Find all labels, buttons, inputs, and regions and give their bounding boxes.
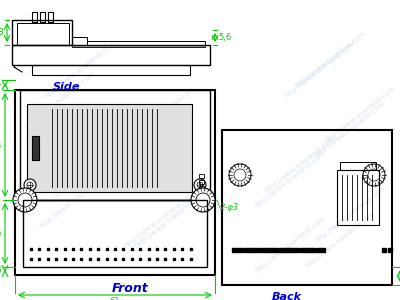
- Bar: [27, 104, 192, 192]
- Text: http://www.soarland.com: http://www.soarland.com: [284, 41, 356, 99]
- Text: http://www.soarland.com: http://www.soarland.com: [314, 186, 386, 244]
- Text: 44: 44: [0, 140, 2, 149]
- Text: http://www.soarland.com: http://www.soarland.com: [94, 116, 166, 174]
- Bar: [32, 136, 39, 160]
- Text: http://www.soarland.com: http://www.soarland.com: [24, 71, 96, 129]
- Text: http://www.soarland.com: http://www.soarland.com: [324, 86, 396, 144]
- Circle shape: [24, 179, 36, 191]
- Text: 18: 18: [0, 28, 4, 37]
- Bar: [199, 180, 204, 184]
- Text: 61: 61: [110, 297, 120, 300]
- Bar: [20, 90, 210, 200]
- Bar: [32, 65, 190, 75]
- Text: 1,25: 1,25: [0, 266, 2, 275]
- Bar: [199, 186, 204, 190]
- Bar: [340, 162, 376, 170]
- Text: http://www.soarland.com: http://www.soarland.com: [304, 211, 376, 269]
- Bar: [32, 12, 37, 22]
- Text: http://www.soarland.com: http://www.soarland.com: [254, 216, 326, 274]
- Text: Front: Front: [112, 283, 148, 296]
- Bar: [12, 45, 210, 65]
- Text: http://www.soarland.com: http://www.soarland.com: [264, 136, 336, 194]
- Text: http://www.soarland.com: http://www.soarland.com: [124, 86, 196, 144]
- Text: 5,6: 5,6: [218, 33, 231, 42]
- Text: http://www.soarland.com: http://www.soarland.com: [44, 41, 116, 99]
- Circle shape: [229, 164, 251, 186]
- Bar: [72, 37, 87, 45]
- Bar: [87, 41, 205, 45]
- Circle shape: [191, 188, 215, 212]
- Text: Side: Side: [53, 82, 81, 92]
- Text: http://www.soarland.com: http://www.soarland.com: [254, 151, 326, 209]
- Bar: [15, 90, 215, 275]
- Bar: [40, 12, 45, 22]
- Text: http://www.soarland.com: http://www.soarland.com: [134, 191, 206, 249]
- Text: http://www.soarland.com: http://www.soarland.com: [54, 141, 126, 199]
- Bar: [199, 174, 204, 178]
- Text: 13,5: 13,5: [0, 229, 2, 238]
- Bar: [48, 12, 53, 22]
- Text: http://www.soarland.com: http://www.soarland.com: [124, 191, 196, 249]
- Bar: [17, 23, 69, 45]
- Bar: [222, 130, 392, 285]
- Text: http://www.soarland.com: http://www.soarland.com: [294, 31, 366, 89]
- Text: http://www.soarland.com: http://www.soarland.com: [314, 101, 386, 159]
- Circle shape: [13, 188, 37, 212]
- Text: Back: Back: [272, 292, 302, 300]
- Circle shape: [363, 164, 385, 186]
- Bar: [337, 170, 379, 225]
- Bar: [72, 45, 205, 47]
- Bar: [23, 200, 207, 267]
- Text: 2-φ3: 2-φ3: [220, 203, 239, 212]
- Text: 3,5: 3,5: [0, 80, 2, 89]
- Text: http://www.soarland.com: http://www.soarland.com: [39, 171, 111, 229]
- Circle shape: [194, 179, 206, 191]
- Bar: [12, 20, 72, 45]
